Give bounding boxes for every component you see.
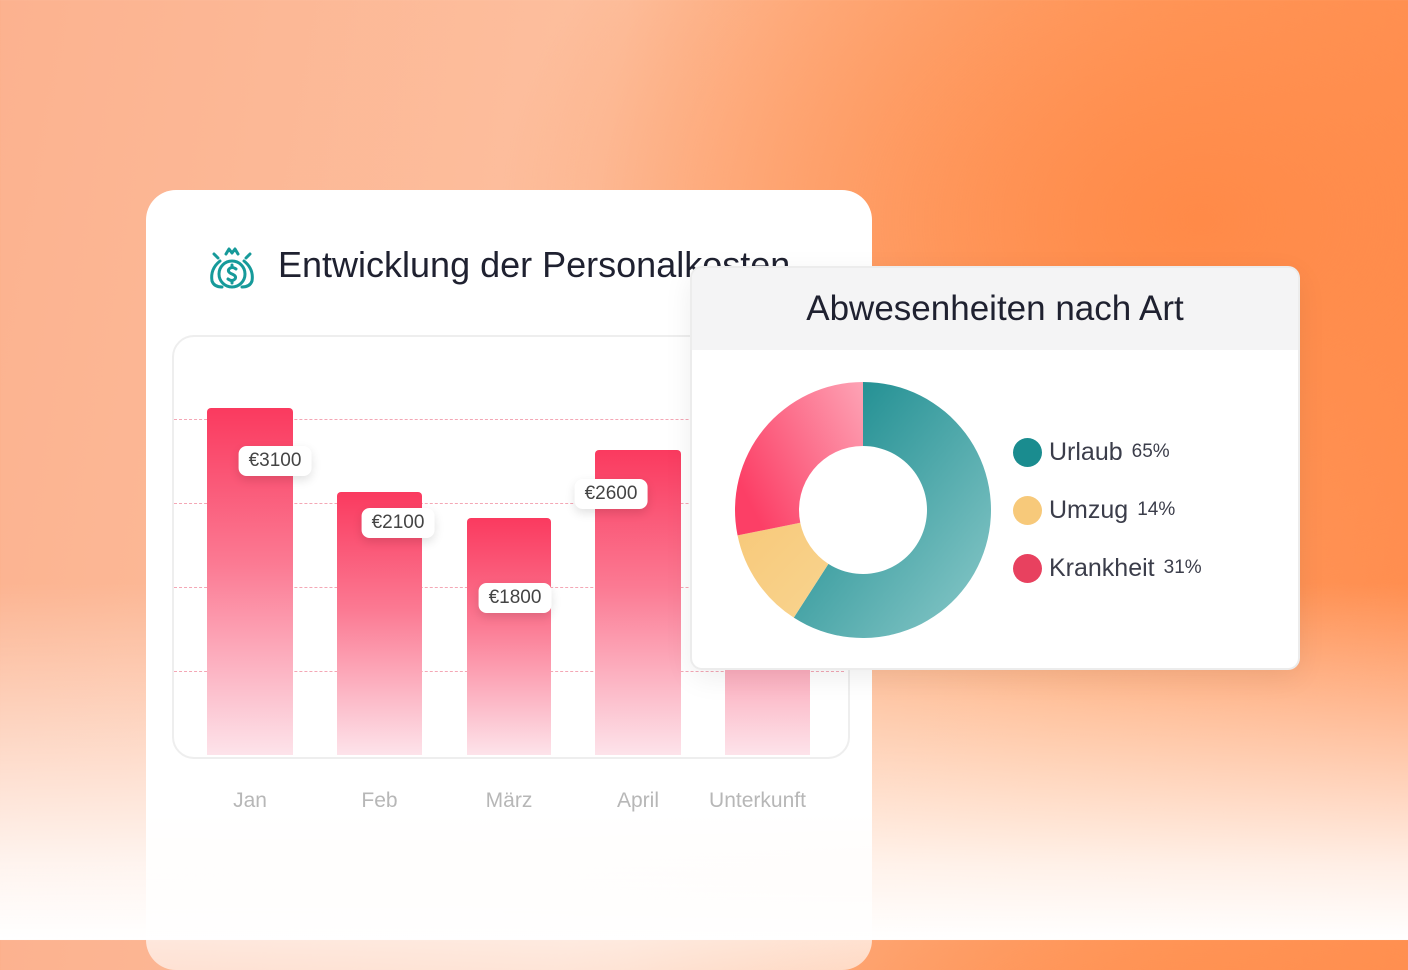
legend-item-urlaub: Urlaub 65% — [1013, 437, 1170, 467]
pie-chart-title: Abwesenheiten nach Art — [692, 268, 1298, 350]
legend-label: Umzug — [1049, 495, 1129, 524]
legend-percent: 65% — [1131, 441, 1170, 462]
absence-card: Abwesenheiten nach Art — [692, 268, 1298, 668]
donut-slice-krankheit — [735, 382, 863, 536]
bar-value-label: €2100 — [361, 508, 435, 538]
donut-slice-umzug — [737, 522, 829, 618]
legend-dot — [1013, 437, 1042, 467]
donut-chart — [735, 382, 991, 638]
legend-label: Urlaub — [1049, 437, 1123, 466]
legend-percent: 31% — [1163, 557, 1202, 578]
money-bag-icon — [210, 247, 254, 289]
donut-slice-urlaub — [793, 382, 991, 638]
legend-dot — [1013, 495, 1042, 525]
legend-item-krankheit: Krankheit 31% — [1013, 553, 1202, 583]
x-tick-label: April — [616, 789, 660, 812]
bar-märz — [467, 517, 551, 755]
bar-value-label: €3100 — [238, 446, 312, 476]
bar-value-label: €2600 — [574, 479, 648, 509]
x-tick-label: Jan — [233, 789, 267, 812]
x-tick-label: März — [485, 789, 533, 812]
legend-item-umzug: Umzug 14% — [1013, 495, 1175, 525]
bar-value-label: €1800 — [478, 583, 552, 613]
legend-label: Krankheit — [1049, 553, 1155, 582]
legend-percent: 14% — [1137, 499, 1176, 520]
legend-dot — [1013, 553, 1042, 583]
x-tick-label: Feb — [361, 789, 398, 812]
x-tick-label: Unterkunft — [709, 789, 806, 812]
gridline — [174, 503, 844, 504]
gridline — [174, 419, 844, 420]
